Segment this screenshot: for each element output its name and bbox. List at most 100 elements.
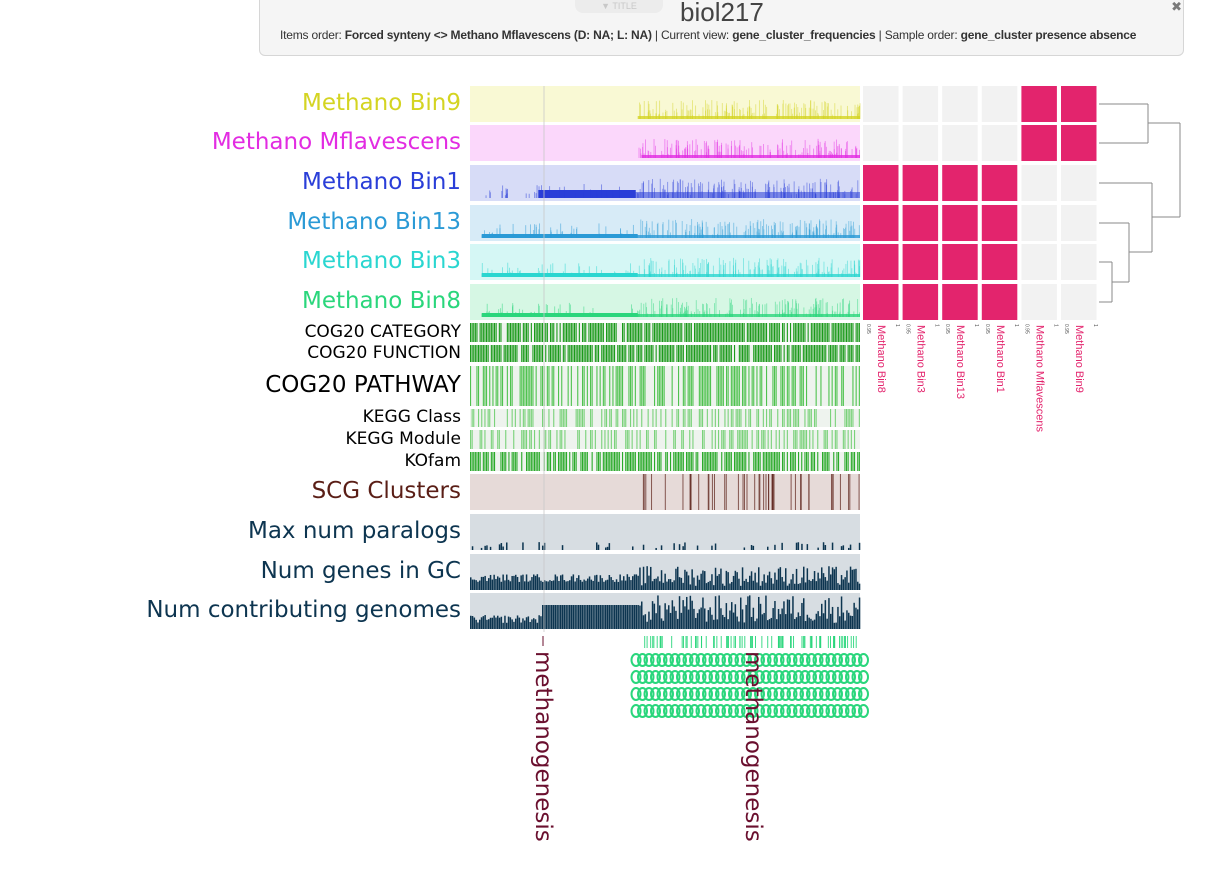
layer-label[interactable]: Max num paralogs [247,517,461,544]
frequency-tick [706,311,708,317]
frequency-tick [812,182,814,198]
layer-label[interactable]: COG20 PATHWAY [265,371,461,398]
annotation-tick [774,452,776,471]
title-toggle-button[interactable]: ▼ TITLE [575,0,663,13]
frequency-tick [825,229,826,238]
frequency-tick [813,232,815,238]
frequency-tick [637,314,639,317]
annotation-tick [639,430,641,449]
annotation-tick [678,345,680,362]
annotation-tick [575,409,577,427]
annotation-tick [572,323,574,342]
scg-tick [690,474,692,510]
frequency-tick [795,104,797,119]
layer-label[interactable]: SCG Clusters [311,477,461,504]
bar [506,622,508,629]
frequency-tick [515,312,517,317]
frequency-tick [748,148,750,158]
bar [572,605,575,629]
layer-label[interactable]: Num genes in GC [260,557,461,584]
scg-tick [708,474,710,510]
frequency-tick [743,258,744,277]
layer-label[interactable]: KOfam [404,450,461,471]
bar [612,605,614,629]
frequency-tick [771,259,772,277]
frequency-tick [658,114,660,119]
layer-label[interactable]: Methano Bin1 [301,168,461,195]
frequency-tick [743,232,745,238]
annotation-tick [678,452,680,471]
annotation-tick [489,323,491,342]
bar [797,583,800,590]
bar [614,581,616,590]
bin-glyph [656,704,668,718]
annotation-tick [479,323,481,342]
heatmap-cell [1061,86,1097,122]
heatmap-cell [942,284,978,320]
layer-label[interactable]: Methano Bin8 [301,287,461,314]
layer-label[interactable]: Num contributing genomes [146,596,461,623]
annotation-tick [553,409,555,427]
bin-glyph [728,687,739,701]
frequency-tick [826,302,828,317]
bin-glyph [669,687,681,701]
close-icon[interactable]: ✖ [1171,0,1182,14]
frequency-tick [719,151,721,158]
layer-label[interactable]: KEGG Module [345,428,461,449]
annotation-tick [703,430,705,449]
annotation-tick [511,452,513,471]
layer-label[interactable]: Methano Bin13 [287,208,461,235]
annotation-tick [711,323,713,342]
annotation-tick [526,323,528,342]
frequency-tick [824,182,826,198]
annotation-tick [572,452,574,471]
annotation-tick [521,430,523,449]
annotation-tick [522,366,524,406]
annotation-tick [642,366,644,406]
frequency-tick [667,230,668,238]
annotation-tick [470,452,472,471]
annotation-tick [756,366,758,406]
layer-label[interactable]: KEGG Class [362,407,461,428]
frequency-tick [745,230,746,238]
frequency-tick [765,224,767,238]
frequency-tick [692,262,694,277]
frequency-tick [762,304,763,317]
annotation-tick [849,409,851,427]
frequency-tick [817,263,819,277]
frequency-tick [725,143,727,158]
layer-label[interactable]: COG20 FUNCTION [307,342,461,363]
scg-tick [800,474,802,510]
bar [662,620,665,629]
annotation-tick [513,345,515,362]
frequency-tick [647,101,649,119]
frequency-tick [777,145,779,158]
frequency-tick [816,105,818,119]
scg-tick [645,474,647,510]
layer-label[interactable]: Methano Bin9 [301,89,461,116]
annotation-tick [815,409,817,427]
bin-glyph [754,687,765,701]
scg-tick [713,474,715,510]
bar [831,542,834,550]
annotation-tick [690,452,692,471]
annotation-tick [641,409,643,427]
bar [855,568,857,590]
frequency-tick [722,190,723,198]
frequency-tick [641,183,643,198]
bar [563,605,566,629]
bar [594,575,596,590]
frequency-tick [648,110,650,119]
annotation-tick [537,323,539,342]
layer-label[interactable]: Methano Bin3 [301,247,461,274]
frequency-tick [664,189,666,198]
bar [594,605,596,629]
frequency-tick [776,260,778,277]
frequency-tick [739,108,740,119]
frequency-tick [788,268,789,277]
bar [846,570,848,590]
frequency-tick [807,265,809,277]
frequency-tick [712,193,713,198]
layer-label[interactable]: Methano Mflavescens [211,128,461,155]
layer-label[interactable]: COG20 CATEGORY [304,321,461,342]
